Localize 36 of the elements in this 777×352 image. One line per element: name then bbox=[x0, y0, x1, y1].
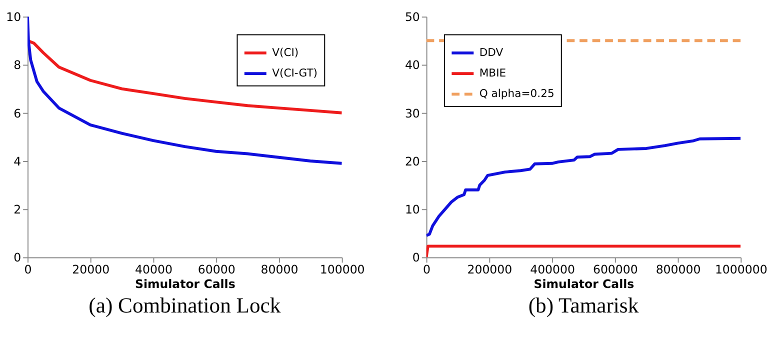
x-tick-label: 20000 bbox=[72, 262, 110, 276]
x-tick-label: 100000 bbox=[320, 262, 365, 276]
text: (a) Combination Lock bbox=[88, 293, 281, 318]
legend-label: V(CI) bbox=[272, 46, 299, 59]
legend-label: DDV bbox=[479, 46, 504, 59]
legend-label: V(CI-GT) bbox=[272, 66, 318, 80]
x-tick-label: 200000 bbox=[467, 262, 512, 276]
text: (b) Tamarisk bbox=[528, 293, 639, 318]
y-tick-label: 10 bbox=[404, 202, 420, 217]
y-tick-label: 40 bbox=[404, 58, 420, 72]
y-tick-label: 8 bbox=[14, 58, 22, 72]
x-tick-label: 600000 bbox=[592, 262, 638, 276]
legend-label: MBIE bbox=[479, 66, 506, 80]
line-series bbox=[28, 16, 342, 165]
y-tick-label: 0 bbox=[14, 250, 22, 265]
x-tick-label: 800000 bbox=[656, 262, 701, 276]
x-tick-label: 60000 bbox=[198, 262, 236, 276]
y-tick-label: 10 bbox=[6, 10, 22, 24]
y-tick-label: 20 bbox=[404, 154, 420, 168]
x-axis-title: Simulator Calls bbox=[534, 277, 634, 292]
x-tick-label: 0 bbox=[423, 262, 431, 276]
x-tick-label: 40000 bbox=[135, 262, 172, 276]
y-tick-label: 0 bbox=[412, 250, 420, 265]
x-tick-label: 0 bbox=[24, 262, 32, 276]
x-tick-label: 400000 bbox=[530, 262, 576, 276]
line-series bbox=[426, 136, 741, 238]
x-tick-label: 80000 bbox=[260, 262, 298, 276]
line-series bbox=[28, 39, 342, 114]
y-tick-label: 6 bbox=[14, 106, 22, 120]
y-tick-label: 30 bbox=[404, 106, 420, 120]
x-tick-label: 1000000 bbox=[714, 262, 768, 276]
y-tick-label: 2 bbox=[14, 202, 22, 217]
legend-label: Q alpha=0.25 bbox=[479, 87, 554, 100]
y-tick-label: 4 bbox=[14, 154, 22, 168]
x-axis-title: Simulator Calls bbox=[134, 277, 236, 292]
y-tick-label: 50 bbox=[404, 10, 420, 24]
